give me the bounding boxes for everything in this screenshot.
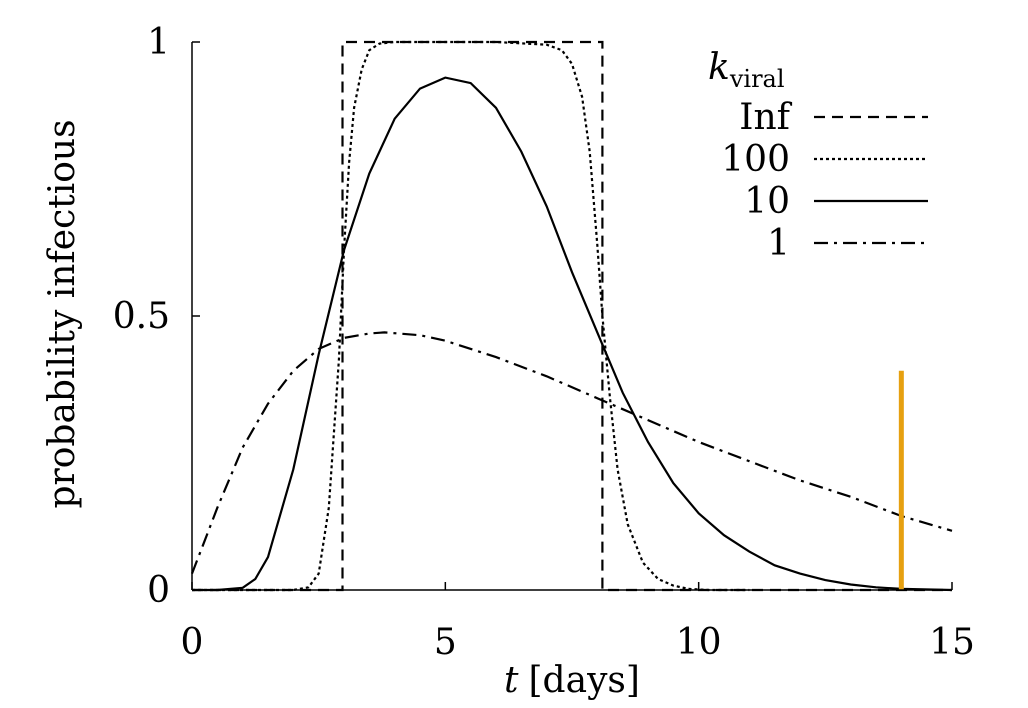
x-axis-variable: t [504,660,519,701]
legend-title-subscript: viral [729,65,785,93]
legend-label: Inf [739,97,792,138]
x-axis-title: t [days] [504,660,640,701]
x-tick-label: 15 [929,622,975,663]
legend-title-variable: k [708,47,730,88]
x-tick-label: 0 [181,622,204,663]
series-line-dashed [192,40,952,592]
y-tick-label: 1 [147,22,170,63]
x-tick-label: 10 [676,622,722,663]
legend-label: 1 [767,223,790,264]
legend-label: 100 [721,139,790,180]
series-line-dashdot [190,331,953,574]
legend-title: kviral [708,47,785,93]
y-tick-label: 0 [147,570,170,611]
x-tick-label: 5 [434,622,457,663]
x-axis-unit: [days] [529,660,640,701]
series-line-solid [192,76,953,592]
series-line-dotted [192,40,750,592]
legend-label: 10 [744,181,790,222]
axes: 0 5 10 15 0 0.5 1 [113,22,975,663]
series-curves [190,40,953,592]
y-axis-title: probability infectious [42,119,83,508]
y-tick-label: 0.5 [113,296,170,337]
